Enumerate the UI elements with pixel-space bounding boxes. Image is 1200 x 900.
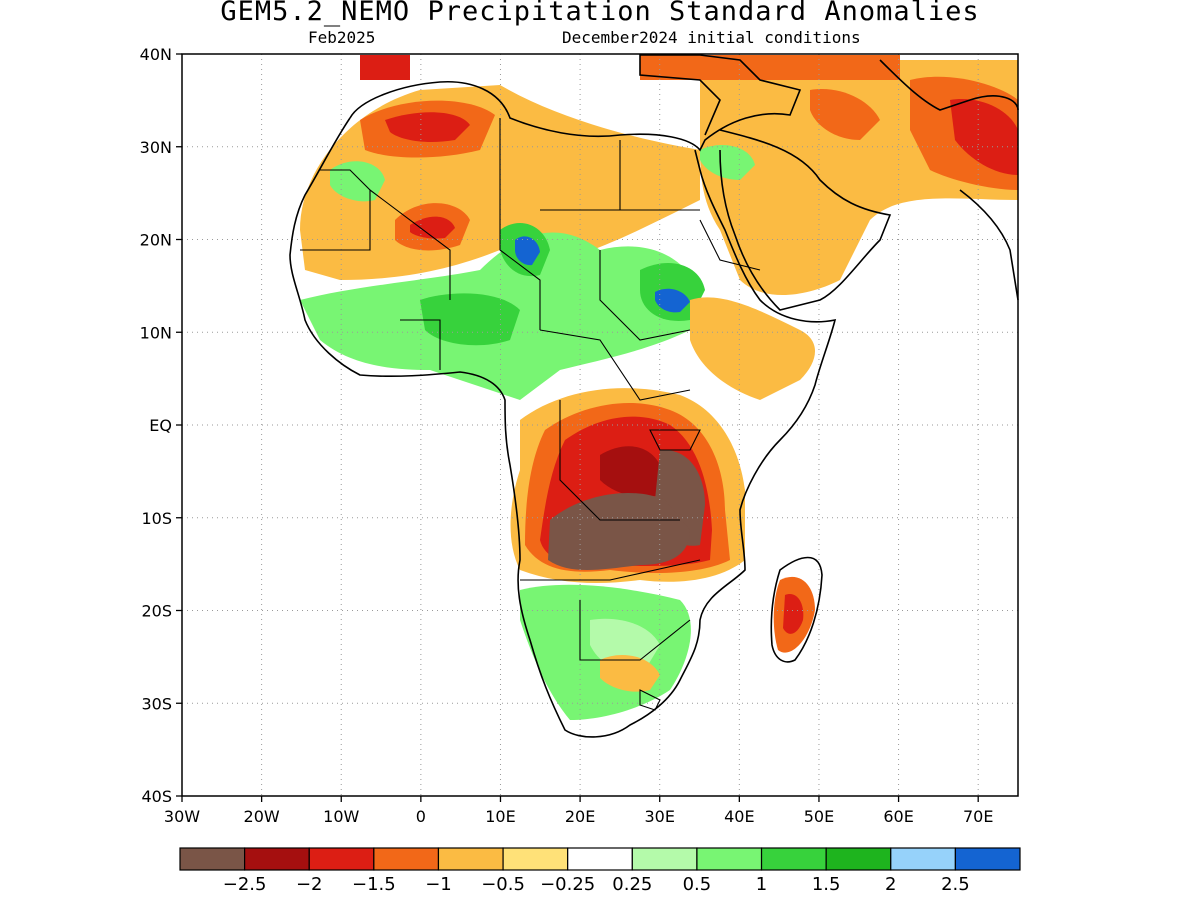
lat-tick-label: 10N — [140, 323, 172, 342]
lat-tick-label: EQ — [149, 416, 172, 435]
colorbar-label: 1 — [756, 874, 767, 895]
colorbar-swatch — [244, 847, 310, 871]
colorbar-swatch — [373, 847, 440, 871]
colorbar-label: −0.25 — [540, 874, 595, 895]
colorbar-label: 1.5 — [812, 874, 841, 895]
longitude-axis: 30W 20W 10W 0 10E 20E 30E 40E 50E 60E 70E — [164, 796, 993, 826]
colorbar-swatch — [179, 847, 246, 871]
colorbar-swatch — [825, 847, 892, 871]
colorbar-swatch — [760, 847, 827, 871]
coastlines — [289, 54, 1019, 738]
colorbar-label: −1 — [425, 874, 452, 895]
lon-tick-label: 30W — [164, 807, 200, 826]
colorbar: −2.5 −2 −1.5 −1 −0.5 −0.25 0.25 0.5 1 1.5 2 2.5 — [179, 847, 1021, 895]
graticule — [182, 54, 1018, 796]
anomaly-shading — [300, 55, 1018, 720]
colorbar-swatch — [631, 847, 698, 871]
colorbar-swatch — [308, 847, 375, 871]
colorbar-label: 2.5 — [941, 874, 970, 895]
country-borders — [300, 118, 761, 711]
lon-tick-label: 20E — [565, 807, 595, 826]
initial-conditions: December2024 initial conditions — [562, 28, 861, 47]
latitude-axis: 40N 30N 20N 10N EQ 10S 20S 30S 40S — [140, 45, 182, 806]
lat-tick-label: 20N — [140, 231, 172, 250]
lon-tick-label: 40E — [724, 807, 754, 826]
lat-tick-label: 10S — [141, 509, 172, 528]
colorbar-label: 0.25 — [612, 874, 652, 895]
lon-tick-label: 10W — [323, 807, 359, 826]
lat-tick-label: 30N — [140, 138, 172, 157]
lat-tick-label: 30S — [141, 694, 172, 713]
colorbar-swatch — [954, 847, 1021, 871]
colorbar-swatch — [502, 847, 569, 871]
colorbar-label: −1.5 — [352, 874, 396, 895]
colorbar-label: −0.5 — [481, 874, 525, 895]
colorbar-swatch — [890, 847, 956, 871]
chart-title: GEM5.2_NEMO Precipitation Standard Anoma… — [220, 0, 980, 27]
lon-tick-label: 20W — [244, 807, 280, 826]
colorbar-swatch — [437, 847, 504, 871]
colorbar-swatch — [567, 847, 633, 871]
lon-tick-label: 0 — [416, 807, 426, 826]
lon-tick-label: 50E — [804, 807, 834, 826]
forecast-month: Feb2025 — [308, 28, 376, 47]
lon-tick-label: 30E — [644, 807, 674, 826]
colorbar-swatch — [696, 847, 763, 871]
lon-tick-label: 10E — [485, 807, 515, 826]
colorbar-label: −2.5 — [223, 874, 267, 895]
colorbar-label: 0.5 — [683, 874, 712, 895]
lat-tick-label: 40N — [140, 45, 172, 64]
colorbar-label: 2 — [885, 874, 896, 895]
lat-tick-label: 40S — [141, 787, 172, 806]
colorbar-label: −2 — [296, 874, 323, 895]
lon-tick-label: 60E — [883, 807, 913, 826]
lat-tick-label: 20S — [141, 602, 172, 621]
lon-tick-label: 70E — [963, 807, 993, 826]
